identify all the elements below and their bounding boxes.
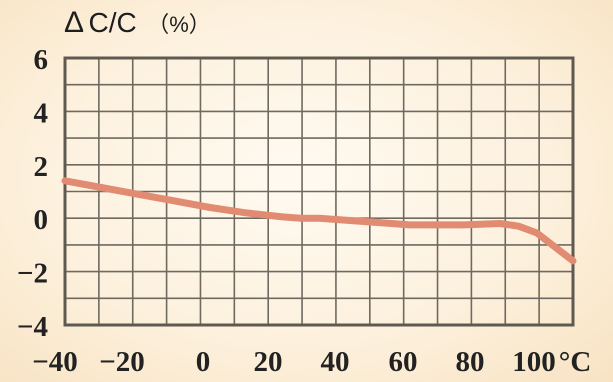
y-tick-label: 4 [34, 97, 49, 129]
x-tick-label: 40 [321, 346, 350, 378]
x-tick-label: 60 [389, 346, 418, 378]
x-axis-unit: °C [559, 346, 592, 378]
x-tick-label: 80 [456, 346, 485, 378]
x-tick-label: −20 [99, 346, 145, 378]
x-tick-label: 100 [512, 346, 556, 378]
y-tick-label: 2 [34, 151, 49, 183]
title-unit: （%） [147, 12, 211, 37]
title-main: C/C [89, 7, 137, 38]
x-tick-label: 0 [196, 346, 211, 378]
y-tick-label: −4 [17, 311, 48, 343]
x-tick-label: −40 [32, 346, 78, 378]
x-tick-label: 20 [254, 346, 283, 378]
title-delta: Δ [64, 6, 84, 39]
y-tick-label: −2 [17, 258, 48, 290]
x-axis-tick-labels: −40 −20 0 20 40 60 80 100 [32, 346, 556, 378]
grid [65, 58, 573, 325]
y-axis-tick-labels: 6 4 2 0 −2 −4 [17, 44, 48, 343]
chart-title: Δ C/C （%） [64, 6, 211, 39]
plot-frame [63, 56, 575, 327]
y-tick-label: 0 [34, 204, 49, 236]
series-line [61, 177, 577, 265]
y-tick-label: 6 [34, 44, 49, 76]
